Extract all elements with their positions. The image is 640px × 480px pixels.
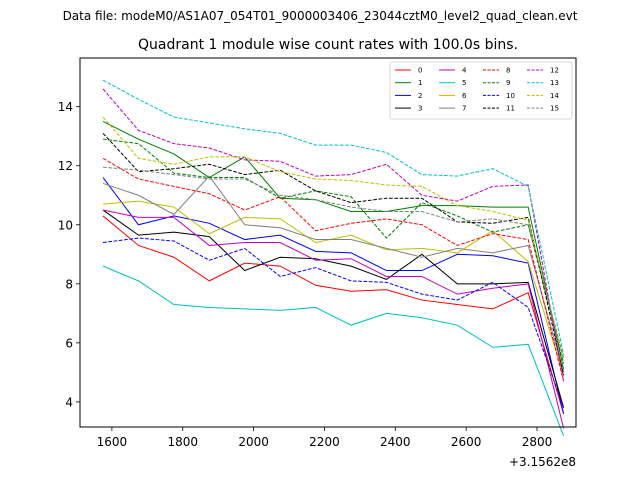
legend-label-5: 5 <box>462 79 466 87</box>
chart-title: Quadrant 1 module wise count rates with … <box>138 37 518 53</box>
legend-label-2: 2 <box>418 92 422 100</box>
series-line-1 <box>102 121 565 370</box>
x-tick-label: 1600 <box>97 435 128 449</box>
series-line-8 <box>102 157 565 382</box>
x-tick-label: 2800 <box>522 435 553 449</box>
series-line-12 <box>102 88 565 382</box>
series-layer <box>102 79 565 437</box>
x-axis-offset-label: +3.1562e8 <box>509 455 576 469</box>
legend-label-6: 6 <box>462 92 467 100</box>
legend-label-12: 12 <box>550 67 559 75</box>
series-line-2 <box>102 177 565 414</box>
y-axis: 4 6 8 10 12 14 <box>58 100 80 409</box>
legend-label-14: 14 <box>550 92 559 100</box>
legend-label-10: 10 <box>506 92 515 100</box>
y-tick-label: 8 <box>65 277 73 291</box>
series-line-4 <box>102 209 565 429</box>
legend-label-13: 13 <box>550 79 559 87</box>
series-line-14 <box>102 116 565 361</box>
legend-label-15: 15 <box>550 105 559 113</box>
legend-label-9: 9 <box>506 79 510 87</box>
x-tick-label: 2600 <box>451 435 482 449</box>
series-line-6 <box>102 200 565 376</box>
y-tick-label: 14 <box>58 100 73 114</box>
legend-label-4: 4 <box>462 67 467 75</box>
legend-label-0: 0 <box>418 67 422 75</box>
x-tick-label: 1800 <box>167 435 198 449</box>
legend-label-7: 7 <box>462 105 466 113</box>
x-tick-label: 2400 <box>380 435 411 449</box>
legend-label-3: 3 <box>418 105 422 113</box>
series-line-3 <box>102 209 565 408</box>
x-axis: 1600 1800 2000 2200 2400 2600 2800 <box>97 427 553 449</box>
plot-area-frame <box>79 57 577 428</box>
legend-label-1: 1 <box>418 79 422 87</box>
series-line-15 <box>102 166 565 358</box>
legend-box <box>389 61 573 120</box>
legend-label-8: 8 <box>506 67 510 75</box>
series-line-13 <box>102 79 565 355</box>
y-tick-label: 12 <box>58 159 73 173</box>
y-tick-label: 10 <box>58 218 73 232</box>
figure-suptitle: Data file: modeM0/AS1A07_054T01_90000034… <box>63 9 578 23</box>
series-line-5 <box>102 265 565 437</box>
series-line-9 <box>102 138 565 364</box>
legend-label-11: 11 <box>506 105 515 113</box>
series-line-11 <box>102 132 565 376</box>
series-line-0 <box>102 215 565 414</box>
series-line-10 <box>102 237 565 408</box>
x-tick-label: 2000 <box>238 435 269 449</box>
series-line-7 <box>102 175 565 373</box>
x-tick-label: 2200 <box>309 435 340 449</box>
y-tick-label: 4 <box>65 395 73 409</box>
y-tick-label: 6 <box>65 336 73 350</box>
